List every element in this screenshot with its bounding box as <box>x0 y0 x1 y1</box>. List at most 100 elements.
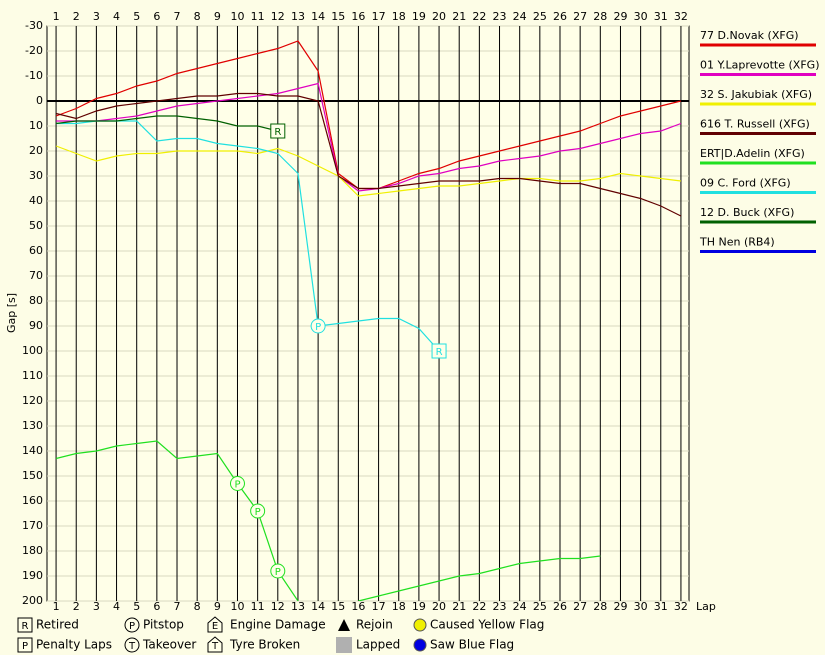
x-tick-label: 12 <box>271 600 285 613</box>
x-tick-label: 5 <box>133 600 140 613</box>
x-tick-label: 9 <box>214 10 221 23</box>
x-tick-label: 17 <box>372 600 386 613</box>
legend-label: TH Nen (RB4) <box>699 236 775 249</box>
y-tick-label: 50 <box>29 219 43 232</box>
key-symbol-text: R <box>22 621 29 632</box>
x-tick-label: 6 <box>153 10 160 23</box>
key-symbol <box>413 618 427 632</box>
x-tick-label: 10 <box>230 600 244 613</box>
key-item: R Retired <box>17 617 79 633</box>
x-tick-label: 19 <box>412 600 426 613</box>
y-tick-label: 160 <box>22 494 43 507</box>
y-tick-label: 80 <box>29 294 43 307</box>
y-tick-label: -30 <box>25 19 43 32</box>
x-tick-label: 15 <box>331 600 345 613</box>
y-tick-label: 150 <box>22 469 43 482</box>
x-tick-label: 20 <box>432 10 446 23</box>
key-item: Rejoin <box>338 618 393 632</box>
x-tick-label: 12 <box>271 10 285 23</box>
x-tick-label: 4 <box>113 10 120 23</box>
key-label: Caused Yellow Flag <box>430 618 544 632</box>
x-tick-label: 20 <box>432 600 446 613</box>
x-tick-label: 22 <box>472 10 486 23</box>
event-marker: R <box>270 123 286 139</box>
key-item: T Tyre Broken <box>207 636 300 653</box>
x-tick-label: 23 <box>493 10 507 23</box>
event-shape <box>229 476 245 491</box>
key-symbol <box>207 616 223 633</box>
key-symbol-text: T <box>211 641 219 652</box>
x-tick-label: 5 <box>133 10 140 23</box>
legend-label: 12 D. Buck (XFG) <box>700 206 794 219</box>
event-shape <box>310 318 326 334</box>
x-tick-label: 6 <box>153 600 160 613</box>
x-tick-label: 29 <box>613 600 627 613</box>
key-item: P Penalty Laps <box>17 637 112 653</box>
x-tick-label: 16 <box>351 600 365 613</box>
key-item: Caused Yellow Flag <box>413 618 544 632</box>
y-tick-label: 0 <box>36 94 43 107</box>
x-tick-label: 3 <box>93 600 100 613</box>
event-marker: P <box>270 563 286 579</box>
x-tick-label: 2 <box>73 10 80 23</box>
x-tick-label: 31 <box>654 10 668 23</box>
y-tick-label: 180 <box>22 544 43 557</box>
event-shape <box>431 343 447 359</box>
event-symbol: P <box>315 322 321 333</box>
x-tick-label: 19 <box>412 10 426 23</box>
x-tick-label: 26 <box>553 600 567 613</box>
series-line <box>56 82 682 192</box>
y-tick-label: 20 <box>29 144 43 157</box>
plot-area <box>46 25 690 602</box>
y-axis-label: Gap [s] <box>5 293 18 333</box>
event-symbol: P <box>255 507 261 518</box>
x-tick-label: 8 <box>194 10 201 23</box>
key-label: Saw Blue Flag <box>430 638 514 652</box>
x-tick-label: 1 <box>53 600 60 613</box>
x-tick-label: 13 <box>291 600 305 613</box>
key-item: P Pitstop <box>124 617 184 633</box>
key-label: Takeover <box>142 638 196 652</box>
key-symbol <box>413 638 427 652</box>
x-tick-label: 18 <box>392 600 406 613</box>
x-tick-label: 26 <box>553 10 567 23</box>
y-tick-label: 10 <box>29 119 43 132</box>
event-symbol: P <box>275 567 281 578</box>
y-tick-label: 200 <box>22 594 43 607</box>
y-tick-label: 30 <box>29 169 43 182</box>
x-tick-label: 13 <box>291 10 305 23</box>
key-symbol <box>124 637 140 653</box>
series-line <box>56 115 278 132</box>
key-item: Lapped <box>336 637 400 653</box>
y-tick-label: -20 <box>25 44 43 57</box>
key-symbol-text: E <box>212 621 218 632</box>
key-label: Lapped <box>356 638 400 652</box>
key-symbol <box>207 636 223 653</box>
key-symbol-text: P <box>129 621 135 632</box>
x-tick-label: 8 <box>194 600 201 613</box>
series-line <box>55 92 682 217</box>
key-symbol-text: T <box>128 641 136 652</box>
x-tick-label: 17 <box>372 10 386 23</box>
x-tick-label: 21 <box>452 600 466 613</box>
x-tick-label: 9 <box>214 600 221 613</box>
key-label: Rejoin <box>356 618 393 632</box>
x-tick-label: 28 <box>593 10 607 23</box>
x-tick-label: 32 <box>674 600 688 613</box>
x-tick-label: 14 <box>311 600 325 613</box>
x-tick-label: 27 <box>573 600 587 613</box>
x-tick-label: 24 <box>513 10 527 23</box>
y-tick-label: 190 <box>22 569 43 582</box>
legend-label: 01 Y.Laprevotte (XFG) <box>700 59 819 72</box>
x-tick-label: 7 <box>174 10 181 23</box>
x-tick-label: 31 <box>654 600 668 613</box>
y-tick-label: 170 <box>22 519 43 532</box>
event-symbol: R <box>436 347 443 358</box>
series-line <box>55 145 681 197</box>
x-tick-label: 30 <box>634 10 648 23</box>
event-symbol: R <box>274 127 281 138</box>
x-tick-label: 14 <box>311 10 325 23</box>
x-tick-label: 1 <box>53 10 60 23</box>
x-tick-label: 10 <box>230 10 244 23</box>
